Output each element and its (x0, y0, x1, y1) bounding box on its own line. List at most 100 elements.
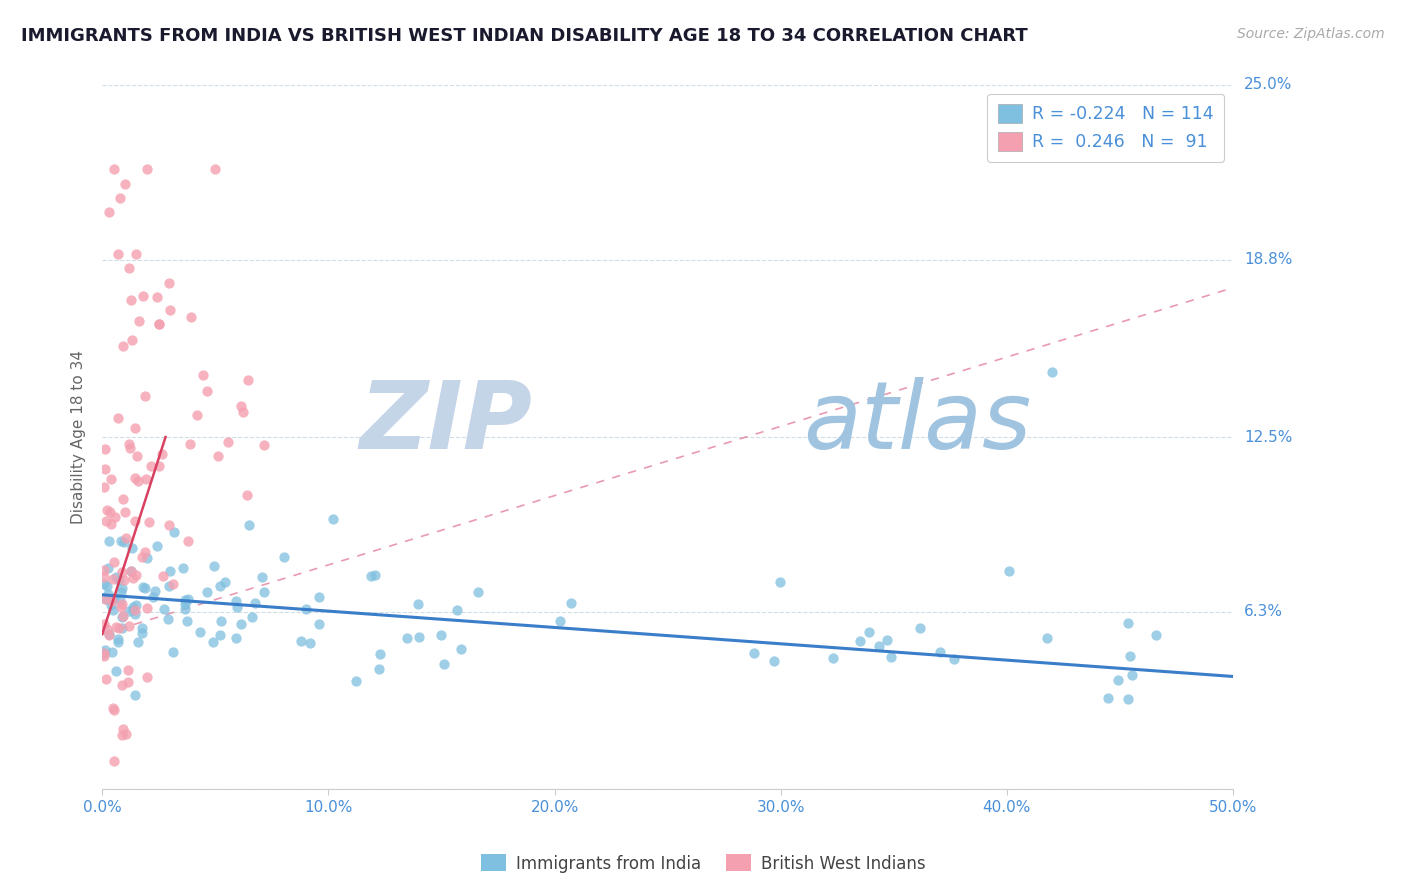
Point (127, 474, 149, 488)
Point (173, 601, 195, 615)
Point (104, 570, 127, 584)
Point (150, 446, 173, 460)
Point (98, 505, 121, 519)
Point (111, 581, 134, 595)
Point (104, 509, 127, 524)
Point (1118, 692, 1140, 706)
Text: ZIP: ZIP (359, 377, 531, 469)
Point (240, 610, 263, 624)
Point (98, 204, 121, 219)
Point (111, 610, 134, 624)
Point (111, 677, 134, 691)
Point (141, 459, 163, 474)
Point (110, 534, 132, 549)
Point (134, 581, 156, 595)
Point (107, 247, 129, 261)
Point (226, 600, 249, 615)
Point (308, 591, 330, 605)
Point (143, 583, 166, 598)
Point (290, 634, 312, 648)
Point (396, 632, 419, 646)
Point (138, 515, 160, 529)
Point (363, 568, 385, 582)
Point (1097, 691, 1119, 706)
Point (105, 620, 128, 634)
Point (204, 162, 226, 177)
Point (96, 592, 118, 607)
Point (225, 631, 247, 645)
Point (124, 688, 146, 702)
Point (142, 590, 165, 604)
Point (93, 480, 115, 494)
Point (744, 646, 766, 660)
Point (110, 191, 132, 205)
Point (943, 651, 966, 665)
Point (107, 635, 129, 649)
Point (146, 539, 169, 553)
Point (100, 472, 122, 486)
Point (368, 647, 391, 661)
Point (848, 633, 870, 648)
Point (114, 727, 136, 741)
Point (232, 405, 254, 419)
Point (96, 579, 118, 593)
Point (153, 602, 176, 616)
Point (96, 623, 118, 637)
Point (1036, 631, 1059, 645)
Point (93, 616, 115, 631)
Point (104, 664, 127, 678)
Point (193, 368, 215, 383)
Point (177, 591, 200, 606)
Point (295, 601, 318, 615)
Point (114, 505, 136, 519)
Point (148, 459, 170, 474)
Point (273, 549, 295, 564)
Point (231, 399, 253, 413)
Point (132, 289, 155, 303)
Point (124, 602, 146, 616)
Point (118, 619, 141, 633)
Point (180, 310, 202, 324)
Point (111, 597, 134, 611)
Point (467, 585, 489, 599)
Point (162, 645, 184, 659)
Point (1040, 365, 1063, 379)
Point (308, 616, 330, 631)
Point (111, 566, 134, 580)
Point (107, 411, 129, 425)
Point (124, 514, 146, 528)
Point (122, 571, 145, 585)
Point (118, 437, 141, 451)
Point (131, 550, 153, 565)
Point (131, 626, 153, 640)
Point (136, 670, 159, 684)
Point (94, 442, 117, 456)
Point (1118, 615, 1140, 630)
Point (103, 754, 125, 768)
Point (112, 573, 135, 587)
Point (108, 573, 131, 587)
Point (93, 648, 115, 662)
Text: 6.3%: 6.3% (1244, 604, 1284, 619)
Point (121, 541, 143, 555)
Point (120, 293, 142, 307)
Point (112, 339, 135, 353)
Point (238, 517, 260, 532)
Point (908, 621, 931, 635)
Point (186, 409, 208, 423)
Point (217, 434, 239, 449)
Point (868, 640, 890, 654)
Point (1121, 667, 1143, 681)
Point (209, 579, 232, 593)
Point (207, 449, 229, 463)
Point (118, 260, 141, 275)
Text: 18.8%: 18.8% (1244, 252, 1292, 267)
Point (368, 662, 391, 676)
Point (195, 384, 218, 399)
Point (344, 673, 367, 688)
Point (110, 592, 132, 607)
Point (157, 517, 180, 532)
Point (876, 633, 898, 648)
Point (115, 531, 138, 545)
Point (103, 591, 125, 605)
